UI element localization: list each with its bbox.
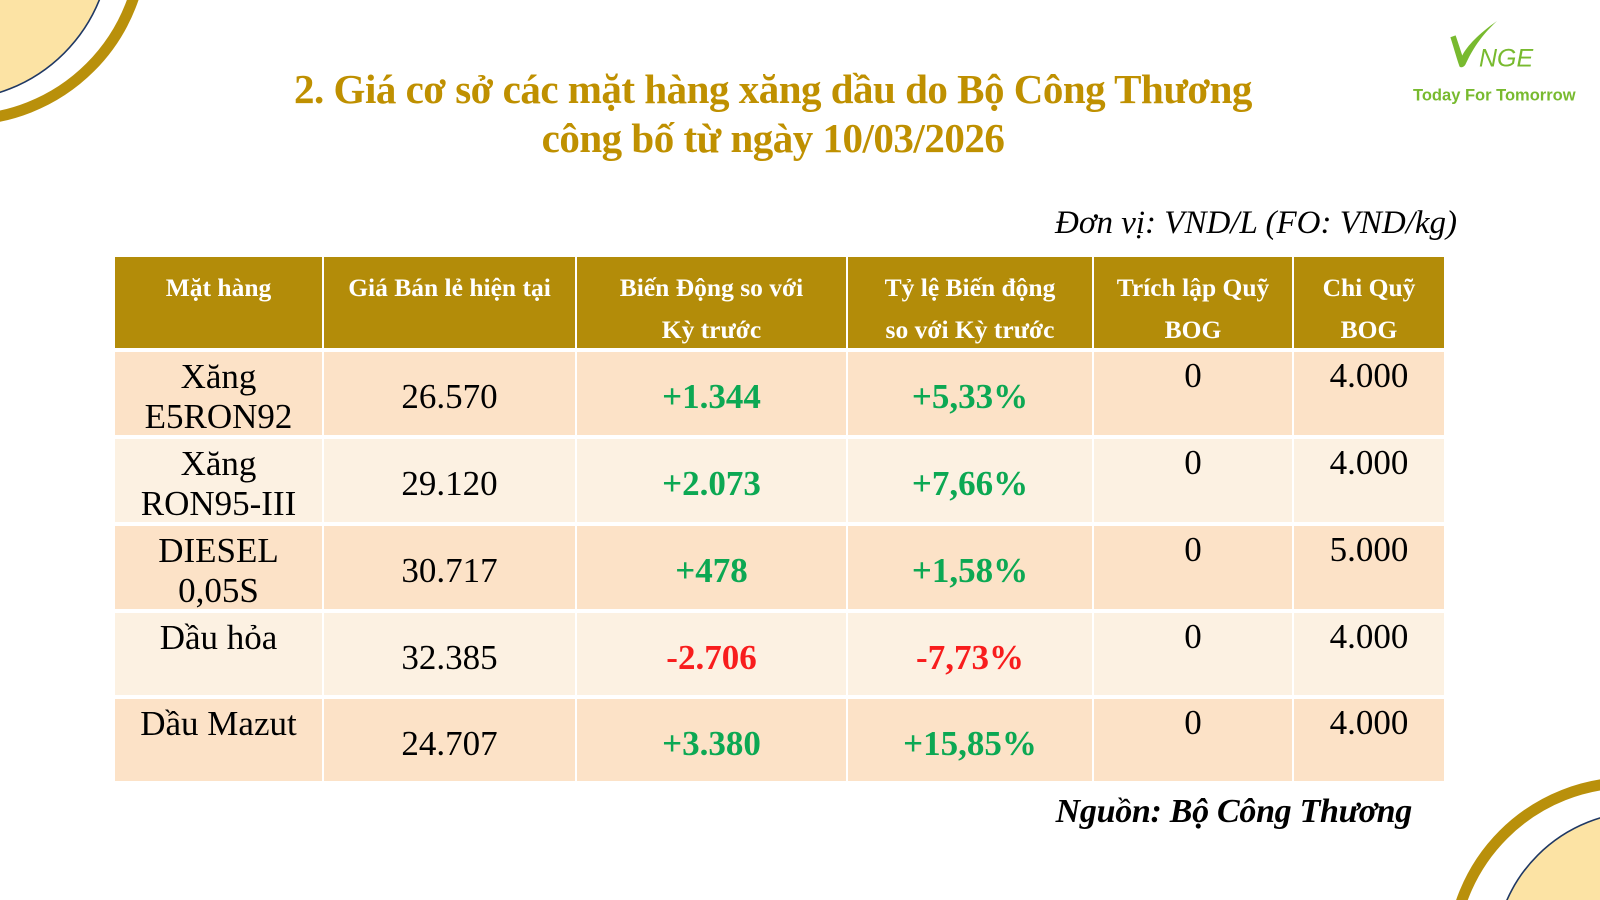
svg-text:Today For Tomorrow: Today For Tomorrow (1413, 87, 1576, 105)
svg-text:NGE: NGE (1479, 45, 1534, 73)
